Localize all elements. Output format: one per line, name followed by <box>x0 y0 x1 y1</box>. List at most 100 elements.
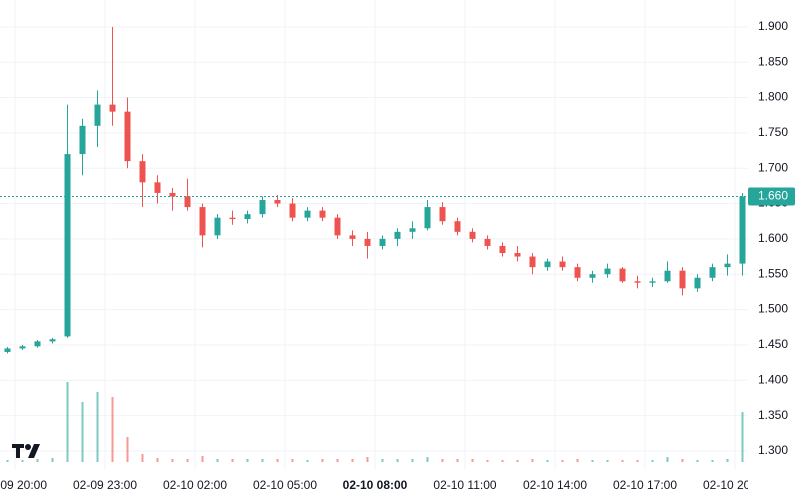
volume-bar <box>261 459 264 462</box>
candle-body <box>79 125 86 155</box>
volume-bar <box>591 460 594 462</box>
volume-bar <box>396 459 399 462</box>
volume-bar <box>36 459 39 462</box>
candle-body <box>469 231 476 239</box>
price-label-box <box>748 187 795 206</box>
candle-body <box>499 245 506 254</box>
volume-bar <box>21 460 24 462</box>
candle-body <box>214 217 221 236</box>
x-tick-label: 02-10 08:00 <box>343 478 408 492</box>
volume-bar <box>531 459 534 462</box>
volume-bar <box>666 457 669 462</box>
volume-bar <box>156 458 159 462</box>
y-tick-label: 1.500 <box>758 302 788 316</box>
candle-body <box>199 207 206 236</box>
candle-body <box>454 221 461 232</box>
candle-body <box>139 161 146 183</box>
candle-body <box>439 207 446 222</box>
candle-body <box>484 238 491 246</box>
volume-bar <box>576 459 579 462</box>
candle-body <box>529 256 536 268</box>
volume-bar <box>636 460 639 462</box>
volume-bar <box>486 460 489 462</box>
candle-body <box>304 210 311 218</box>
volume-bar <box>696 460 699 462</box>
candle-body <box>694 277 701 289</box>
volume-bar <box>651 460 654 462</box>
price-axis: 1.3001.3501.4001.4501.5001.5501.6001.650… <box>748 19 795 457</box>
candle-body <box>364 238 371 246</box>
price-label: 1.660 <box>758 189 788 203</box>
y-tick-label: 1.350 <box>758 408 788 422</box>
volume-bar <box>96 392 99 462</box>
candle-body <box>559 261 566 268</box>
volume-bar <box>231 459 234 462</box>
candle-body <box>169 192 176 197</box>
y-tick-label: 1.550 <box>758 266 788 280</box>
candle-body <box>349 235 356 239</box>
y-tick-label: 1.850 <box>758 54 788 68</box>
x-tick-label: 02-09 20:00 <box>0 478 47 492</box>
y-tick-label: 1.450 <box>758 337 788 351</box>
y-tick-label: 1.400 <box>758 372 788 386</box>
volume-bar <box>216 459 219 462</box>
candle-body <box>184 196 191 208</box>
volume-bar <box>471 459 474 462</box>
volume-bar <box>336 459 339 462</box>
candle-body <box>649 281 656 283</box>
candle-body <box>514 253 521 257</box>
candle-body <box>109 104 116 112</box>
candle-body <box>664 270 671 282</box>
volume-bar <box>126 437 129 462</box>
candle-body <box>634 281 641 283</box>
candle-body <box>424 207 431 229</box>
volume-bar <box>201 456 204 462</box>
volume-bar <box>306 460 309 462</box>
volume-bar <box>276 459 279 462</box>
candle-body <box>709 267 716 278</box>
volume-bar <box>621 460 624 462</box>
y-tick-label: 1.600 <box>758 231 788 245</box>
candle-body <box>49 339 56 342</box>
price-axis-panel <box>748 0 800 500</box>
candle-body <box>574 267 581 278</box>
volume-bar <box>411 459 414 462</box>
candle-body <box>154 182 161 193</box>
volume-bar <box>321 459 324 462</box>
candle-body <box>94 104 101 126</box>
candle-body <box>379 238 386 246</box>
candle-body <box>619 268 626 282</box>
volume-bar <box>681 459 684 462</box>
candle-body <box>679 270 686 289</box>
volume-bar <box>741 412 744 462</box>
candle-body <box>289 203 296 218</box>
volume-bar <box>426 457 429 462</box>
volume-bar <box>291 459 294 462</box>
candle-body <box>274 200 281 204</box>
candle-body <box>4 348 11 352</box>
volume-bar <box>381 459 384 462</box>
x-tick-label: 02-10 05:00 <box>253 478 317 492</box>
logo <box>12 444 40 458</box>
volume-bar <box>81 402 84 462</box>
candle-body <box>394 231 401 239</box>
x-tick-label: 02-10 14:00 <box>523 478 587 492</box>
candle-body <box>319 210 326 218</box>
volume-bar <box>456 459 459 462</box>
volume-bar <box>111 397 114 462</box>
candle-body <box>334 217 341 236</box>
candle-body <box>409 228 416 232</box>
candle-body <box>124 111 131 162</box>
candle-body <box>244 214 251 220</box>
volume-bar <box>606 460 609 462</box>
y-tick-label: 1.900 <box>758 19 788 33</box>
y-tick-label: 1.700 <box>758 160 788 174</box>
volume-bar <box>351 459 354 462</box>
volume-bar <box>726 459 729 462</box>
y-tick-label: 1.800 <box>758 90 788 104</box>
volume-bar <box>516 460 519 462</box>
volume-bar <box>51 458 54 462</box>
volume-bar <box>711 460 714 462</box>
